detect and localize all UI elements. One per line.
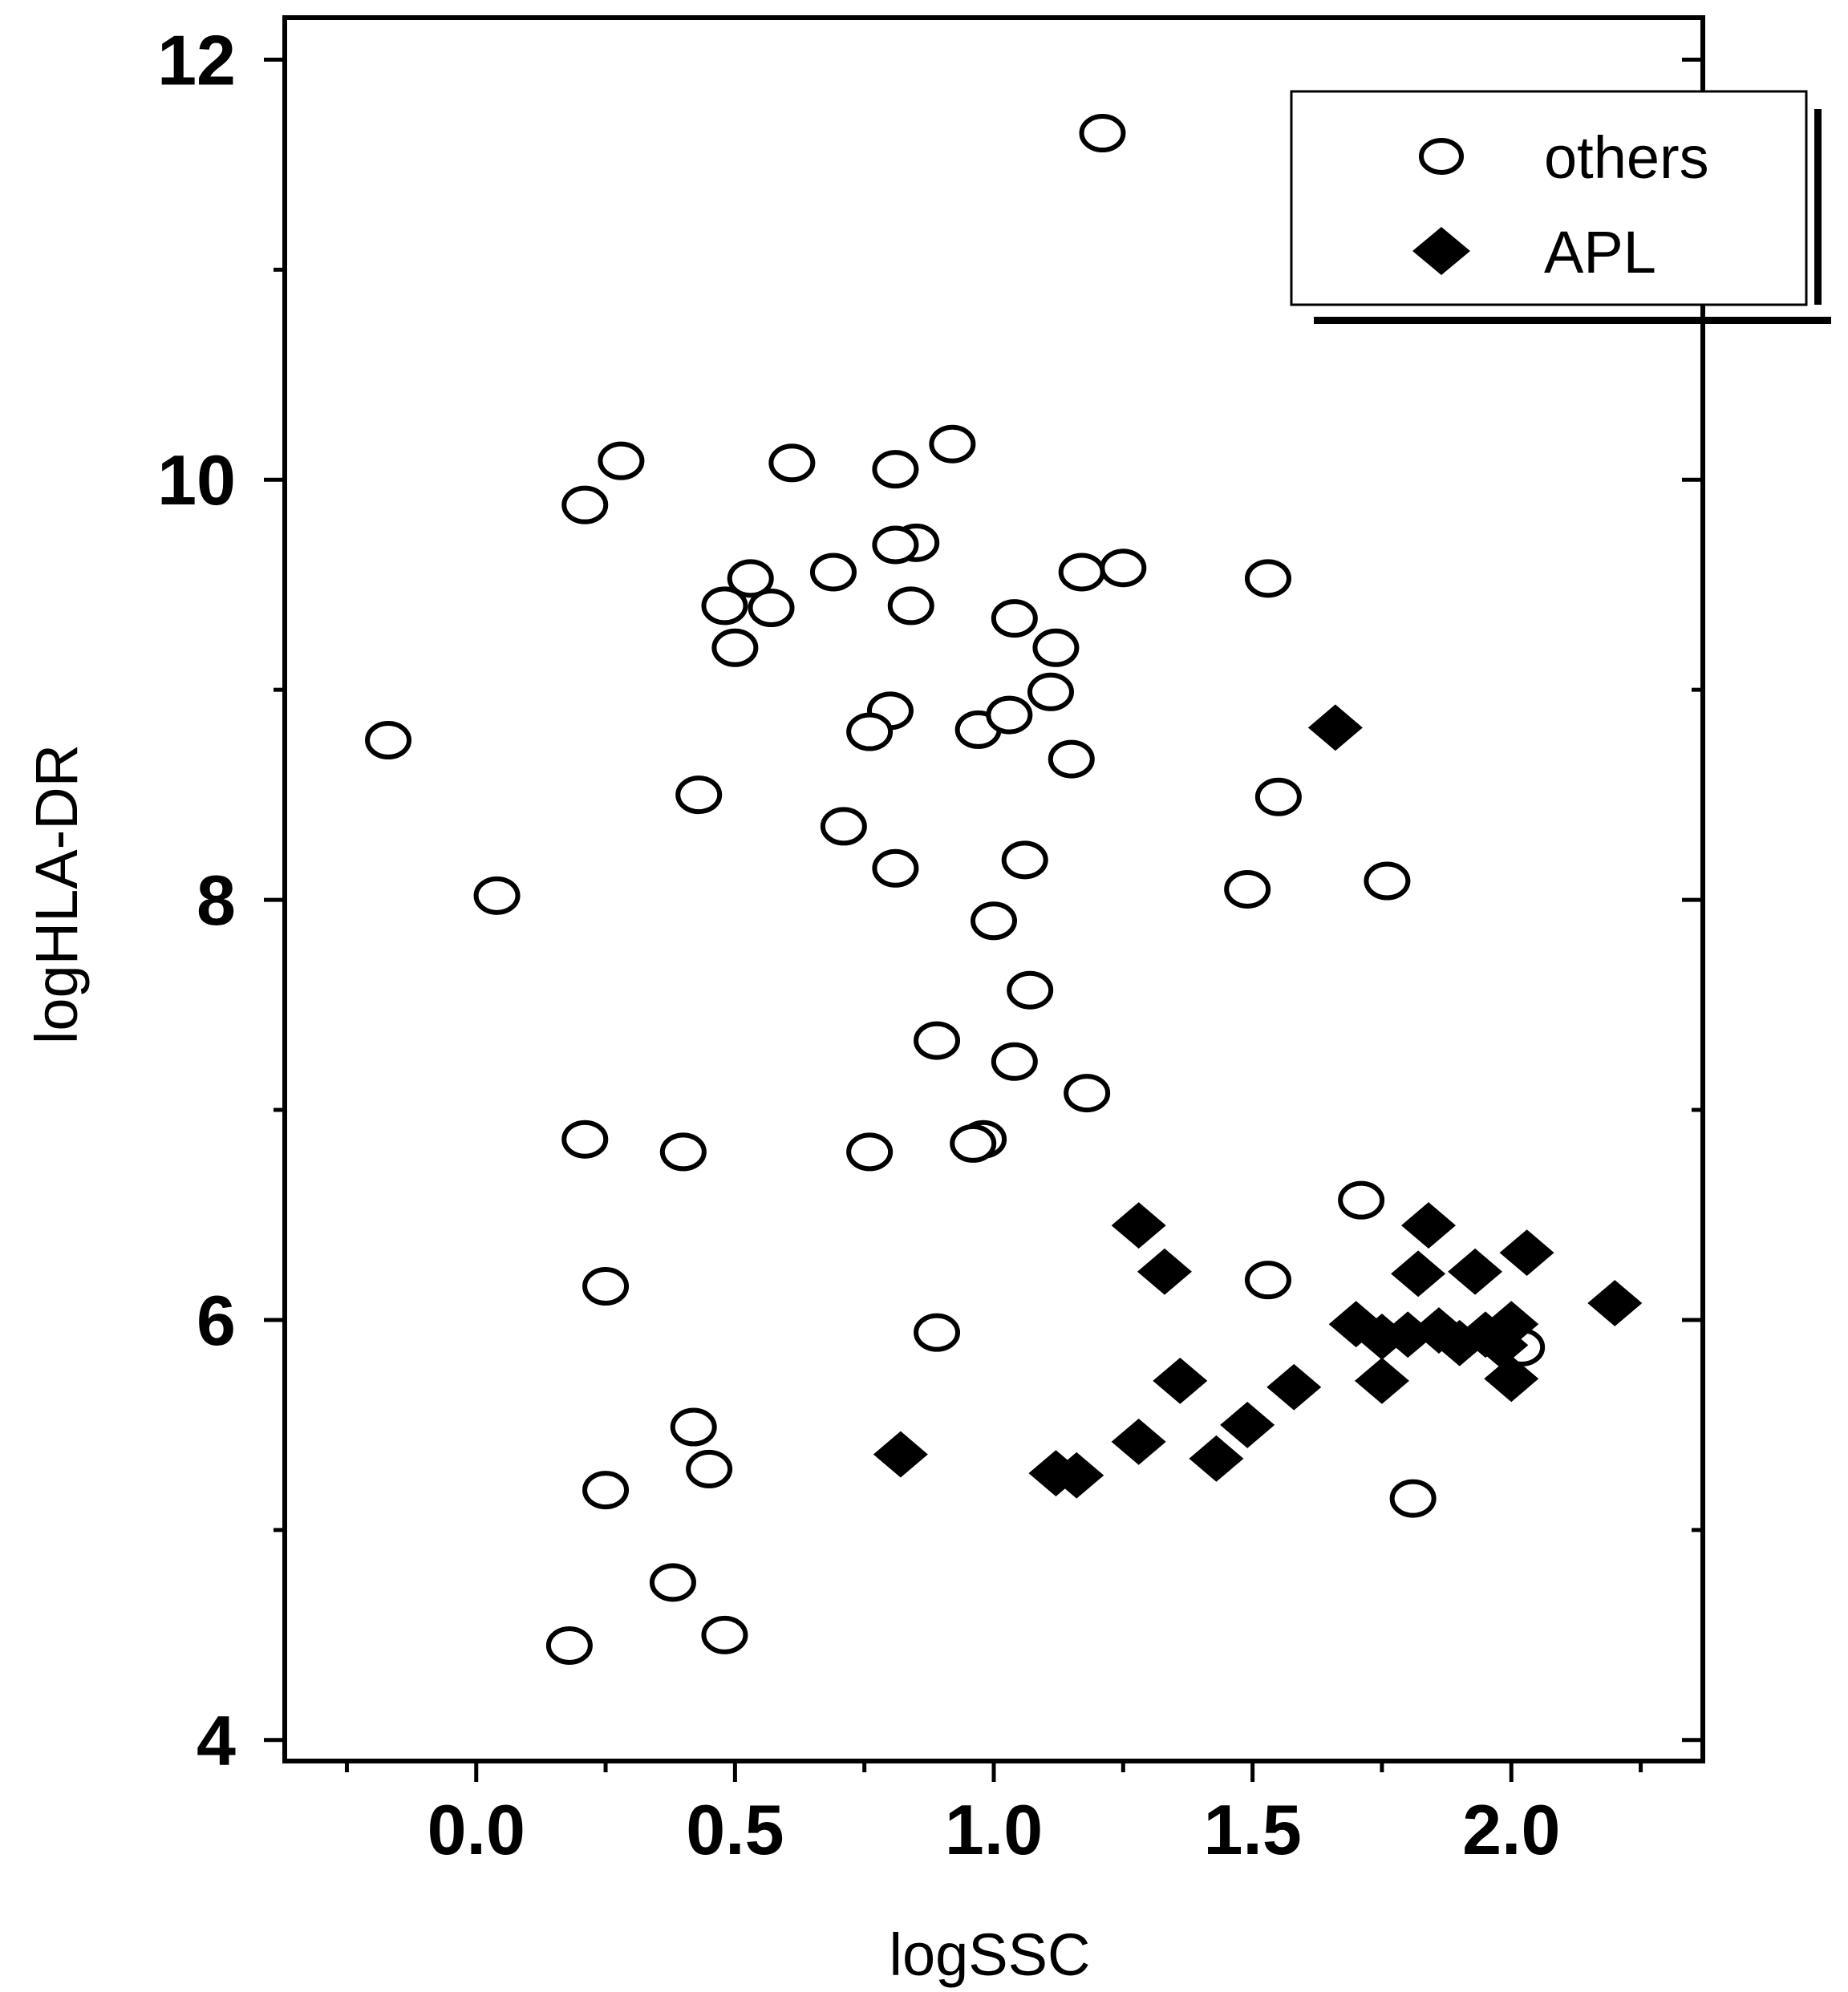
apl-point [1189,1435,1244,1482]
x-axis-title: logSSC [890,1921,1091,1988]
others-point [659,1132,707,1172]
apl-point [1473,1322,1529,1369]
y-tick-label: 4 [197,1701,236,1780]
apl-point [1380,1311,1436,1358]
apl-point [1484,1355,1539,1403]
legend-diamond-marker-icon [1412,227,1470,275]
others-point [986,695,1033,735]
others-point [701,1615,748,1654]
legend-label-apl: APL [1544,219,1656,285]
others-point [1254,777,1302,816]
y-axis-title: logHLA-DR [23,744,90,1044]
apl-point [1484,1301,1539,1348]
others-point [914,1021,961,1060]
apl-point [873,1431,928,1478]
others-point [991,1042,1038,1081]
apl-point [1220,1402,1275,1448]
others-point [686,1449,733,1488]
others-point [675,775,723,815]
legend-shadow-bottom [1314,317,1831,324]
others-point [1338,1180,1385,1220]
y-tick-label: 10 [157,440,236,520]
x-tick-label: 1.5 [1203,1790,1301,1869]
others-point [1064,1074,1111,1113]
others-point [991,599,1038,638]
apl-point [1354,1358,1409,1404]
legend-shadow-right [1814,109,1822,305]
others-point [846,712,894,751]
x-tick-label: 0.5 [686,1790,784,1869]
apl-point [1049,1451,1104,1499]
others-point [582,1267,630,1306]
others-point [872,848,919,888]
others-point [561,485,609,524]
legend-circle-marker-icon [1419,138,1464,175]
x-tick-label: 1.0 [945,1790,1043,1869]
others-point [1048,739,1095,779]
apl-point [1111,1202,1166,1249]
legend-box [1290,90,1808,306]
axis-ticks [264,57,1703,1782]
others-point [1100,549,1147,588]
others-point [809,553,857,592]
others-point [1001,840,1048,880]
apl-point [1499,1229,1554,1277]
others-point [929,424,976,464]
apl-point [1401,1202,1457,1249]
others-point [1244,559,1291,598]
y-tick-label: 12 [157,20,236,99]
others-point [670,1407,717,1447]
others-point [914,1313,961,1352]
others-point [1058,553,1105,592]
apl-point [1448,1248,1503,1295]
legend: others APL [1290,90,1831,324]
x-tick-label: 0.0 [428,1790,525,1869]
apl-point [1266,1363,1322,1411]
others-point [872,450,919,489]
apl-point [1111,1418,1166,1465]
apl-point [1328,1301,1384,1348]
others-point [1244,1261,1291,1300]
others-point [887,586,934,626]
others-point [846,1132,894,1172]
apl-point [1587,1280,1643,1326]
apl-point [1307,704,1363,751]
apl-point [1457,1311,1513,1358]
x-tick-label: 2.0 [1462,1790,1560,1869]
others-point [1364,861,1411,901]
others-point [1032,628,1080,667]
others-point [1224,870,1271,909]
y-tick-label: 6 [197,1281,236,1360]
others-point [1389,1479,1437,1518]
others-point [748,589,795,628]
others-point [598,441,645,480]
others-point [971,901,1017,941]
others-point [768,443,816,483]
others-point [727,559,774,598]
others-point [473,876,521,915]
others-point [711,628,759,667]
others-point [365,721,412,760]
data-points [365,114,1643,1665]
legend-label-others: others [1544,124,1709,191]
others-point [701,586,748,626]
others-point [582,1471,630,1510]
others-point [950,1124,997,1163]
others-point [1007,970,1054,1010]
apl-point [1137,1248,1192,1295]
others-point [649,1563,696,1602]
apl-point [1432,1319,1487,1366]
y-tick-label: 8 [197,860,236,940]
others-point [1079,114,1126,153]
others-point [872,525,919,565]
axis-tick-labels: 0.0 0.5 1.0 1.5 2.0 4 6 8 10 12 [157,20,1560,1869]
apl-point [1411,1307,1466,1354]
others-point [1027,672,1074,711]
others-point [820,807,867,846]
others-point [561,1119,609,1159]
apl-point [1153,1358,1208,1404]
others-point [545,1626,593,1665]
apl-point [1391,1250,1446,1298]
